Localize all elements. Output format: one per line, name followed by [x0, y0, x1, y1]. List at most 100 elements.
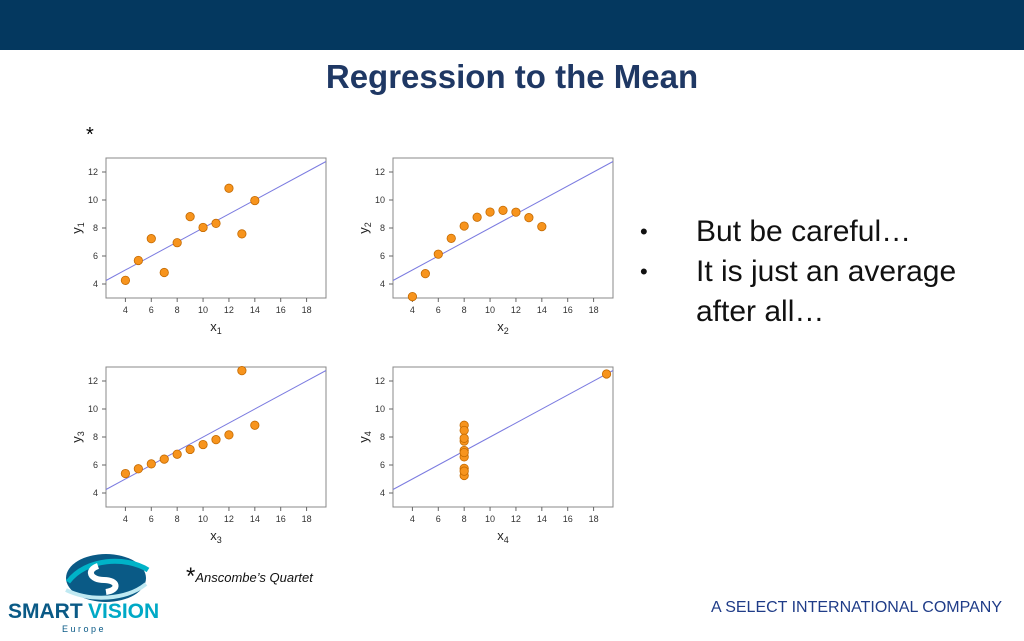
y-axis-label: y2 — [356, 222, 373, 234]
data-point — [133, 255, 143, 266]
bullet-marker: • — [640, 259, 648, 284]
x-tick-label: 16 — [563, 305, 573, 315]
anscombe-plot-4: 4 6 8 10 12 14 16 18 4 6 8 10 12 x4 y4 — [355, 357, 625, 567]
x-tick-label: 12 — [224, 514, 234, 524]
y-tick-label: 10 — [375, 404, 385, 414]
bullet-item: • But be careful… — [640, 212, 1000, 252]
data-point — [511, 207, 521, 217]
x-axis-label-sub: 3 — [217, 535, 222, 545]
x-tick-label: 6 — [149, 305, 154, 315]
data-point — [472, 212, 482, 222]
x-tick-label: 14 — [250, 514, 260, 524]
data-point — [459, 425, 469, 436]
y-axis-label: y4 — [356, 431, 373, 443]
company-logo: SMART VISION E u r o p e — [6, 548, 206, 636]
y-tick-label: 8 — [380, 223, 385, 233]
y-tick-label: 6 — [380, 251, 385, 261]
data-point — [237, 229, 247, 239]
y-tick-label: 12 — [375, 376, 385, 386]
anscombe-plot-3: 4 6 8 10 12 14 16 18 4 6 8 10 12 x3 y3 — [68, 357, 338, 567]
x-tick-label: 6 — [436, 514, 441, 524]
y-tick-label: 4 — [380, 488, 385, 498]
y-tick-label: 10 — [375, 195, 385, 205]
x-tick-label: 6 — [436, 305, 441, 315]
data-point — [185, 212, 195, 222]
x-axis-label: x1 — [210, 319, 222, 336]
x-tick-label: 8 — [175, 305, 180, 315]
y-tick-label: 8 — [93, 432, 98, 442]
y-tick-label: 10 — [88, 404, 98, 414]
bullet-item: • It is just an average after all… — [640, 252, 1000, 332]
x-tick-label: 14 — [537, 305, 547, 315]
data-point — [250, 420, 260, 430]
x-tick-label: 16 — [276, 305, 286, 315]
data-point — [198, 222, 208, 233]
y-tick-label: 6 — [93, 251, 98, 261]
data-point — [420, 269, 430, 279]
data-point — [485, 207, 495, 217]
regression-line — [393, 161, 613, 281]
y-tick-label: 8 — [380, 432, 385, 442]
data-point — [146, 234, 156, 244]
data-point — [407, 292, 418, 302]
x-tick-label: 18 — [589, 514, 599, 524]
data-point — [159, 267, 169, 278]
chart-caption: *Anscombe’s Quartet — [186, 563, 313, 591]
x-tick-label: 8 — [462, 514, 467, 524]
data-point — [159, 454, 169, 464]
data-point — [459, 466, 469, 476]
y-axis-label: y3 — [69, 431, 86, 443]
bullet-marker: • — [640, 219, 648, 244]
x-tick-label: 4 — [410, 514, 415, 524]
x-tick-label: 16 — [563, 514, 573, 524]
y-tick-label: 12 — [375, 167, 385, 177]
x-tick-label: 4 — [123, 514, 128, 524]
x-tick-label: 8 — [175, 514, 180, 524]
logo-word-vision: VISION — [88, 600, 159, 623]
data-point — [459, 221, 469, 231]
data-point — [120, 275, 131, 285]
x-axis-label: x2 — [497, 319, 509, 336]
y-tick-label: 12 — [88, 167, 98, 177]
x-tick-label: 10 — [485, 514, 495, 524]
data-point — [459, 447, 469, 458]
data-point — [172, 449, 182, 459]
caption-marker: * — [186, 563, 196, 590]
y-axis-label-sub: 2 — [363, 222, 373, 227]
x-tick-label: 14 — [537, 514, 547, 524]
y-tick-label: 4 — [93, 488, 98, 498]
x-tick-label: 12 — [511, 514, 521, 524]
x-tick-label: 10 — [485, 305, 495, 315]
y-tick-label: 8 — [93, 223, 98, 233]
anscombe-plot-1: 4 6 8 10 12 14 16 18 4 6 8 10 12 x1 y1 — [68, 148, 338, 358]
x-tick-label: 4 — [123, 305, 128, 315]
x-tick-label: 10 — [198, 514, 208, 524]
y-axis-label-sub: 1 — [76, 222, 86, 227]
y-tick-label: 6 — [93, 460, 98, 470]
data-point — [433, 249, 443, 259]
caption-text: Anscombe’s Quartet — [195, 570, 313, 585]
y-axis-label-sub: 4 — [363, 431, 373, 436]
bullet-list: • But be careful… • It is just an averag… — [640, 212, 1000, 332]
data-point — [446, 233, 456, 243]
data-point — [524, 213, 534, 223]
y-axis-label-sub: 3 — [76, 431, 86, 436]
data-point — [537, 222, 547, 232]
x-tick-label: 16 — [276, 514, 286, 524]
logo-sub: E u r o p e — [62, 624, 104, 634]
x-axis-label: x3 — [210, 528, 222, 545]
data-point — [459, 433, 469, 443]
data-point — [601, 369, 612, 379]
x-tick-label: 8 — [462, 305, 467, 315]
x-tick-label: 10 — [198, 305, 208, 315]
y-tick-label: 4 — [93, 279, 98, 289]
y-tick-label: 6 — [380, 460, 385, 470]
data-point — [146, 459, 156, 469]
bullet-text: It is just an average after all… — [696, 255, 957, 328]
data-point — [224, 183, 234, 193]
data-point — [250, 195, 260, 206]
